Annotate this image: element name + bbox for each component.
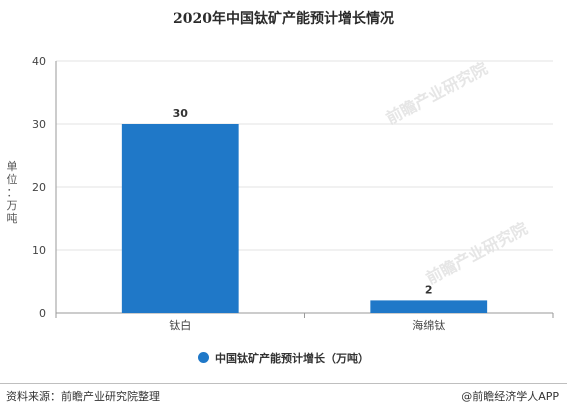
y-axis-label: 单位：万吨: [6, 160, 18, 225]
x-tick-label: 钛白: [169, 318, 191, 332]
data-label: 2: [425, 283, 433, 296]
brand-credit: @前瞻经济学人APP: [461, 390, 559, 403]
data-label: 30: [173, 107, 189, 120]
chart-title: 2020年中国钛矿产能预计增长情况: [173, 11, 394, 27]
legend-swatch: [198, 352, 209, 363]
y-tick-label: 0: [39, 307, 46, 320]
bar: [370, 300, 488, 313]
y-tick-label: 10: [32, 244, 46, 257]
y-tick-label: 30: [32, 118, 46, 131]
legend: 中国钛矿产能预计增长（万吨）: [0, 350, 567, 366]
x-tick-label: 海绵钛: [412, 318, 445, 332]
source-note: 资料来源：前瞻产业研究院整理: [6, 390, 160, 403]
y-tick-label: 20: [32, 181, 46, 194]
y-tick-label: 40: [32, 55, 46, 68]
legend-label: 中国钛矿产能预计增长（万吨）: [215, 352, 369, 365]
bar: [121, 124, 239, 313]
footer-divider: [0, 383, 567, 384]
bar-chart: 0 10 20 30 40 30 钛白 2 海绵钛: [32, 55, 554, 332]
